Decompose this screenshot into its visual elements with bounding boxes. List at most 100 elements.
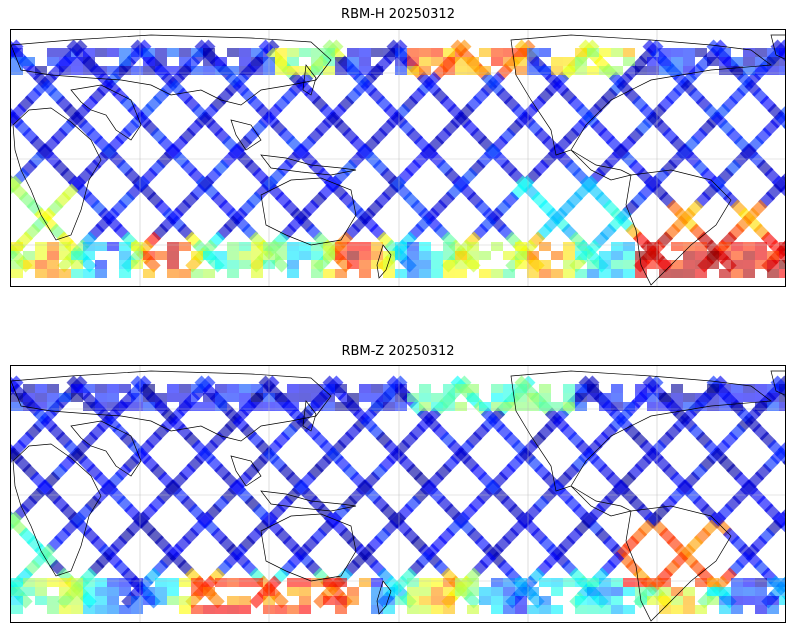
swath-cell xyxy=(371,66,383,75)
swath-cell xyxy=(719,66,731,75)
swath-cell xyxy=(311,251,323,260)
swath-cell xyxy=(659,48,671,57)
swath-cell xyxy=(647,66,659,75)
swath-cell xyxy=(671,242,683,251)
swath-cell xyxy=(755,605,767,614)
swath-cell xyxy=(407,66,419,75)
swath-cell xyxy=(59,269,71,278)
swath-cell xyxy=(11,66,23,75)
swath-cell xyxy=(371,402,383,411)
swath-cell xyxy=(59,393,71,402)
swath-cell xyxy=(59,251,71,260)
swath-layer xyxy=(11,39,785,278)
swath-cell xyxy=(47,393,59,402)
swath-cell xyxy=(683,587,695,596)
gridlines xyxy=(11,366,785,622)
swath-cell xyxy=(287,384,299,393)
swath-cell xyxy=(215,66,227,75)
swath-cell xyxy=(119,48,131,57)
swath-cell xyxy=(299,596,311,605)
swath-cell xyxy=(419,251,431,260)
swath-cell xyxy=(683,402,695,411)
swath-cell xyxy=(119,578,131,587)
coastline-new-zealand xyxy=(376,580,392,615)
swath-cell xyxy=(11,57,23,66)
swath-cell xyxy=(23,587,35,596)
swath-cell xyxy=(443,66,455,75)
swath-cell xyxy=(443,393,455,402)
swath-cell xyxy=(131,605,143,614)
swath-cell xyxy=(767,393,779,402)
swath-cell xyxy=(155,57,167,66)
swath-cell xyxy=(323,384,335,393)
swath-cell xyxy=(121,591,139,609)
swath-cell xyxy=(491,242,503,251)
swath-cell xyxy=(623,260,635,269)
swath-cell xyxy=(11,402,23,411)
swath-cell xyxy=(107,578,119,587)
swath-cell xyxy=(671,48,683,57)
swath-cell xyxy=(539,48,551,57)
swath-cell xyxy=(647,402,659,411)
swath-cell xyxy=(311,402,323,411)
swath-cell xyxy=(383,605,395,614)
swath-cell xyxy=(575,605,587,614)
swath-cell xyxy=(143,269,155,278)
swath-cell xyxy=(143,384,155,393)
swath-cell xyxy=(371,393,383,402)
swath-cell xyxy=(467,66,479,75)
swath-cell xyxy=(47,251,59,260)
swath-cell xyxy=(215,393,227,402)
swath-cell xyxy=(167,260,179,269)
swath-cell xyxy=(695,260,707,269)
swath-cell xyxy=(203,269,215,278)
swath-cell xyxy=(743,242,755,251)
swath-cell xyxy=(743,269,755,278)
swath-cell xyxy=(131,393,143,402)
swath-cell xyxy=(491,596,503,605)
swath-cell xyxy=(347,393,359,402)
swath-cell xyxy=(467,587,479,596)
swath-cell xyxy=(59,66,71,75)
swath-cell xyxy=(707,578,719,587)
swath-cell xyxy=(323,242,335,251)
swath-cell xyxy=(515,242,527,251)
swath-cell xyxy=(59,48,71,57)
swath-cell xyxy=(419,242,431,251)
swath-cell xyxy=(59,605,71,614)
swath-cell xyxy=(239,605,251,614)
swath-cell xyxy=(131,48,143,57)
swath-cell xyxy=(659,57,671,66)
swath-cell xyxy=(95,578,107,587)
swath-cell xyxy=(155,251,167,260)
swath-cell xyxy=(503,393,515,402)
swath-cell xyxy=(191,402,203,411)
swath-cell xyxy=(215,251,227,260)
coastline-eurasia xyxy=(11,34,332,106)
swath-cell xyxy=(83,269,95,278)
swath-cell xyxy=(371,587,383,596)
swath-cell xyxy=(143,251,155,260)
swath-cell xyxy=(239,242,251,251)
swath-cell xyxy=(479,402,491,411)
swath-cell xyxy=(23,393,35,402)
swath-cell xyxy=(563,57,575,66)
swath-cell xyxy=(419,578,431,587)
swath-cell xyxy=(131,578,143,587)
swath-cell xyxy=(599,251,611,260)
swath-cell xyxy=(323,578,335,587)
swath-cell xyxy=(503,596,515,605)
swath-cell xyxy=(407,605,419,614)
swath-cell xyxy=(407,260,419,269)
swath-cell xyxy=(395,384,407,393)
coastlines xyxy=(11,370,785,622)
swath-cell xyxy=(671,587,683,596)
swath-cell xyxy=(551,578,563,587)
swath-cell xyxy=(275,393,287,402)
swath-cell xyxy=(47,48,59,57)
swath-cell xyxy=(179,66,191,75)
swath-cell xyxy=(167,251,179,260)
swath-cell xyxy=(11,587,23,596)
swath-cell xyxy=(731,393,743,402)
swath-cell xyxy=(347,66,359,75)
